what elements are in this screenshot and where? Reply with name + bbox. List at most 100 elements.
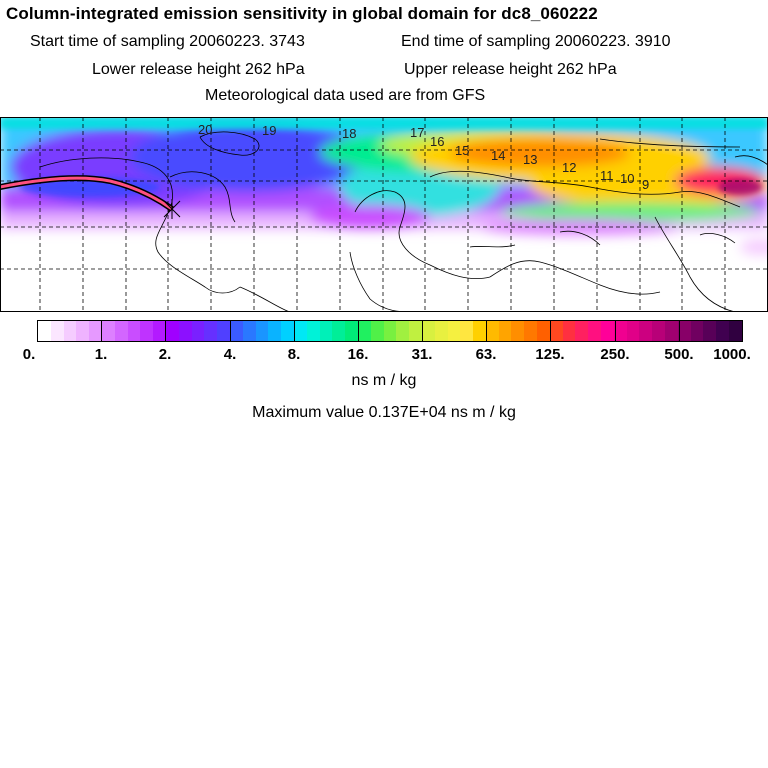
colorbar-swatch <box>613 321 627 341</box>
colorbar <box>37 320 743 342</box>
colorbar-swatch <box>101 321 115 341</box>
colorbar-tick-label: 125. <box>535 346 565 363</box>
colorbar-tick-label: 16. <box>347 346 369 363</box>
time-marker: 13 <box>523 152 537 167</box>
colorbar-swatch <box>549 321 563 341</box>
colorbar-swatch <box>306 321 320 341</box>
colorbar-swatch <box>114 321 128 341</box>
time-marker: 14 <box>491 148 505 163</box>
colorbar-swatch <box>421 321 435 341</box>
upper-release-height-label: Upper release height 262 hPa <box>404 61 617 78</box>
colorbar-tick <box>679 321 680 341</box>
colorbar-swatch <box>370 321 384 341</box>
colorbar-swatch <box>498 321 512 341</box>
colorbar-swatch <box>575 321 589 341</box>
lower-release-height-label: Lower release height 262 hPa <box>92 61 305 78</box>
time-marker: 9 <box>642 177 649 192</box>
colorbar-swatch <box>165 321 179 341</box>
colorbar-swatch <box>665 321 678 341</box>
colorbar-swatch <box>89 321 102 341</box>
colorbar-swatch <box>229 321 243 341</box>
colorbar-swatch <box>255 321 269 341</box>
colorbar-tick <box>165 321 166 341</box>
colorbar-swatch <box>677 321 691 341</box>
colorbar-tick <box>615 321 616 341</box>
start-time-label: Start time of sampling 20060223. 3743 <box>30 33 305 50</box>
colorbar-swatch <box>434 321 448 341</box>
time-marker: 20 <box>198 122 212 137</box>
colorbar-tick <box>486 321 487 341</box>
colorbar-swatch <box>447 321 461 341</box>
colorbar-swatch <box>690 321 704 341</box>
colorbar-swatch <box>178 321 192 341</box>
colorbar-swatch <box>38 321 51 341</box>
colorbar-swatch <box>204 321 218 341</box>
colorbar-swatch <box>639 321 653 341</box>
time-marker: 19 <box>262 123 276 138</box>
colorbar-tick-label: 31. <box>411 346 433 363</box>
end-time-label: End time of sampling 20060223. 3910 <box>401 33 671 50</box>
graticule <box>0 117 768 312</box>
colorbar-tick-label: 0. <box>22 346 36 363</box>
colorbar-tick <box>230 321 231 341</box>
colorbar-swatch <box>383 321 397 341</box>
colorbar-swatch <box>588 321 602 341</box>
colorbar-swatch <box>293 321 307 341</box>
colorbar-swatch <box>460 321 474 341</box>
colorbar-swatch <box>242 321 256 341</box>
colorbar-swatch <box>153 321 166 341</box>
emission-sensitivity-map: 20 19 18 17 16 15 14 13 12 11 10 9 <box>0 117 768 312</box>
colorbar-swatch <box>319 321 333 341</box>
colorbar-tick-label: 250. <box>600 346 630 363</box>
colorbar-tick-label: 500. <box>664 346 694 363</box>
colorbar-swatch <box>281 321 294 341</box>
colorbar-swatch <box>485 321 499 341</box>
colorbar-tick-label: 1000. <box>713 346 751 363</box>
maximum-value-label: Maximum value 0.137E+04 ns m / kg <box>252 404 516 421</box>
colorbar-tick <box>101 321 102 341</box>
colorbar-swatch <box>357 321 371 341</box>
colorbar-tick <box>358 321 359 341</box>
colorbar-swatch <box>652 321 666 341</box>
time-marker: 15 <box>455 143 469 158</box>
colorbar-swatch <box>127 321 141 341</box>
colorbar-swatch <box>396 321 410 341</box>
colorbar-tick-label: 8. <box>287 346 301 363</box>
colorbar-swatch <box>50 321 64 341</box>
time-marker: 12 <box>562 160 576 175</box>
colorbar-swatch <box>473 321 486 341</box>
colorbar-tick-label: 1. <box>94 346 108 363</box>
colorbar-swatch <box>729 321 742 341</box>
colorbar-tick-label: 2. <box>158 346 172 363</box>
colorbar-swatch <box>562 321 576 341</box>
colorbar-tick <box>422 321 423 341</box>
colorbar-swatch <box>537 321 550 341</box>
time-marker: 17 <box>410 125 424 140</box>
time-marker: 16 <box>430 134 444 149</box>
colorbar-tick <box>294 321 295 341</box>
colorbar-swatch <box>217 321 230 341</box>
colorbar-swatch <box>716 321 730 341</box>
colorbar-swatch <box>511 321 525 341</box>
release-marker <box>163 199 181 219</box>
colorbar-swatch <box>601 321 614 341</box>
colorbar-swatch <box>332 321 346 341</box>
time-marker: 10 <box>620 171 634 186</box>
colorbar-swatch <box>268 321 282 341</box>
figure-title: Column-integrated emission sensitivity i… <box>6 4 598 23</box>
colorbar-tick-label: 63. <box>475 346 497 363</box>
colorbar-tick-label: 4. <box>223 346 237 363</box>
colorbar-swatch <box>409 321 422 341</box>
colorbar-units: ns m / kg <box>351 372 417 389</box>
met-data-label: Meteorological data used are from GFS <box>205 87 486 104</box>
colorbar-swatch <box>345 321 358 341</box>
time-marker: 18 <box>342 126 356 141</box>
colorbar-swatch <box>626 321 640 341</box>
colorbar-tick <box>550 321 551 341</box>
time-marker: 11 <box>600 168 614 183</box>
colorbar-swatch <box>140 321 154 341</box>
colorbar-swatch <box>191 321 205 341</box>
colorbar-swatch <box>524 321 538 341</box>
colorbar-swatch <box>703 321 717 341</box>
colorbar-swatch <box>76 321 90 341</box>
